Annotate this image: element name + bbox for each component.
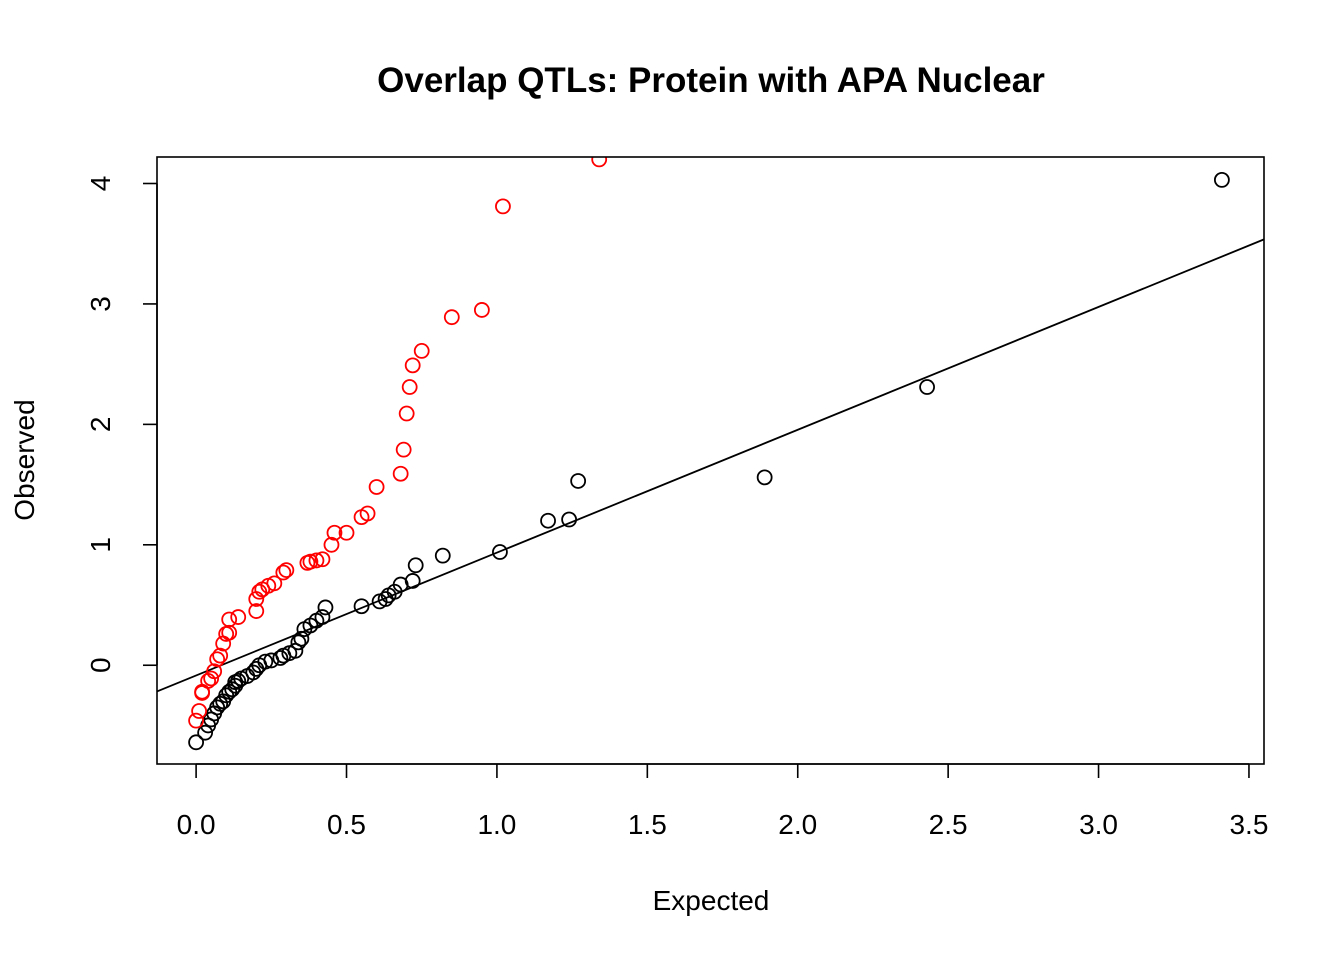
series-1-point	[1213, 171, 1230, 188]
series-2-point	[326, 524, 343, 541]
series-2-point	[413, 343, 430, 359]
series-2-point	[404, 357, 421, 374]
series-1-point	[492, 544, 508, 560]
series-2-point	[188, 712, 205, 729]
x-tick-label: 1.5	[628, 809, 667, 840]
x-axis: 0.0 0.5 1.0 1.5 2.0 2.5 3.0 3.5	[177, 763, 1268, 840]
series-2-point	[275, 564, 292, 581]
y-axis: 0 1 2 3 4	[85, 176, 158, 673]
x-tick-label: 0.5	[327, 809, 366, 840]
series-1-point	[353, 598, 370, 615]
reference-line	[157, 238, 1264, 693]
series-1-point	[218, 687, 235, 704]
x-tick-label: 3.5	[1229, 809, 1268, 840]
series-2-point	[591, 157, 608, 168]
series-1-point	[404, 573, 421, 589]
series-1-point	[293, 630, 310, 647]
x-tick-label: 2.5	[929, 809, 968, 840]
series-2-point	[314, 551, 331, 568]
x-tick-label: 2.0	[778, 809, 817, 840]
x-tick-label: 1.0	[477, 809, 516, 840]
series-1-point	[570, 473, 587, 489]
series-2-point	[278, 562, 295, 578]
series-1-point	[257, 653, 274, 670]
series-2-point	[401, 379, 418, 395]
series-1-point	[407, 557, 424, 574]
series-1-point	[919, 379, 935, 395]
chart-title: Overlap QTLs: Protein with APA Nuclear	[377, 61, 1045, 100]
series-1-point	[317, 599, 334, 616]
series-1-point	[561, 511, 578, 528]
y-tick-label: 0	[85, 657, 116, 673]
series-2-point	[395, 441, 412, 458]
y-tick-label: 3	[85, 296, 116, 312]
series-2-point	[302, 553, 319, 570]
series-2-point	[221, 611, 238, 628]
series-2-point	[308, 552, 325, 569]
series-1-point	[540, 512, 556, 529]
series-2-point	[473, 302, 490, 318]
x-axis-label: Expected	[653, 885, 770, 916]
series-2-point	[206, 663, 223, 680]
plot-frame	[156, 156, 1265, 765]
series-2-point	[266, 575, 283, 592]
series-2-point	[398, 405, 415, 422]
series-2-point	[209, 651, 226, 668]
y-axis-label: Observed	[9, 399, 40, 520]
series-1-point	[272, 650, 289, 666]
series-2-point	[359, 505, 376, 522]
series-2-point	[203, 670, 220, 687]
series-1-point	[434, 547, 451, 564]
y-tick-label: 4	[85, 176, 116, 192]
series-1-point	[314, 609, 331, 625]
series-1-point	[197, 724, 214, 741]
series-2-point	[443, 309, 460, 326]
x-tick-label: 3.0	[1079, 809, 1118, 840]
series-2-point	[368, 479, 385, 495]
series-1-point	[248, 660, 265, 677]
series-2-point	[323, 536, 340, 553]
x-tick-label: 0.0	[177, 809, 216, 840]
y-tick-label: 1	[85, 537, 116, 553]
series-1-point	[756, 469, 773, 486]
series-2-point	[338, 524, 355, 541]
series-2-point	[495, 198, 511, 215]
series-1-point	[290, 634, 307, 651]
series-2-point	[212, 647, 229, 664]
series-1-point	[230, 672, 247, 689]
series-2-point	[248, 603, 265, 619]
series-2-point	[392, 465, 409, 482]
series-1-point	[188, 734, 205, 751]
series-2-point	[230, 609, 247, 625]
series-2-point	[191, 703, 208, 719]
y-tick-label: 2	[85, 417, 116, 433]
series-1-point	[209, 699, 226, 716]
